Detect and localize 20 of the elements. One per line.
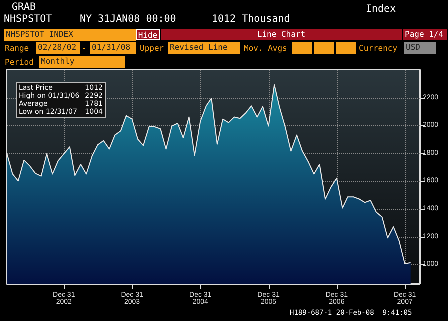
text: Currency [359, 43, 398, 54]
text: GRAB [12, 2, 36, 13]
text: Period [5, 57, 34, 68]
text: Index [366, 4, 396, 15]
text: NY 31JAN08 00:00 [80, 14, 176, 25]
text: Monthly [39, 56, 125, 68]
text: USD [404, 42, 436, 54]
text: - [82, 43, 87, 54]
text: Hide [136, 29, 160, 40]
text: Range [5, 43, 30, 54]
text: Page 1/4 [403, 29, 447, 40]
text: Line Chart [161, 29, 402, 40]
text: NHSPSTOT [4, 14, 52, 25]
chart-title: NHSPSTOT INDEX [4, 29, 136, 41]
text: Upper [140, 43, 164, 54]
text: Revised Line [168, 42, 240, 54]
text: Mov. Avgs [244, 43, 288, 54]
text: 02/28/02 [36, 42, 80, 54]
text: 01/31/08 [90, 42, 136, 54]
text: 1012 Thousand [212, 14, 290, 25]
